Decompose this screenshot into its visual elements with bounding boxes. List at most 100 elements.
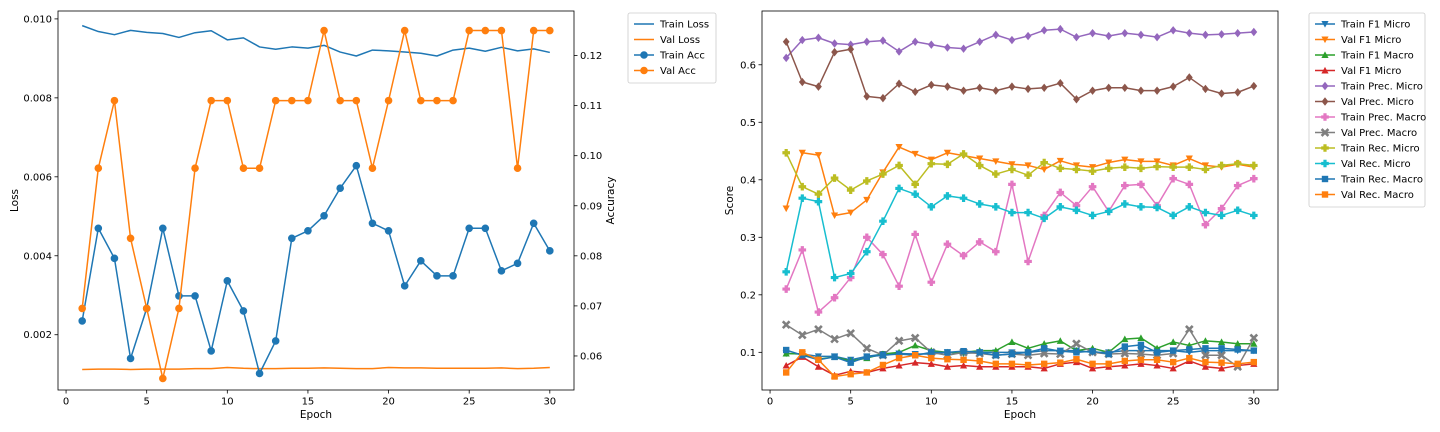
data-point [959,194,968,202]
data-point [895,161,903,170]
data-point [207,347,215,355]
data-point [1072,165,1081,174]
data-point [894,336,904,346]
data-point [352,96,361,105]
data-point [1121,335,1129,343]
series-line [81,164,551,375]
data-point [433,96,441,105]
series-val-acc [78,26,554,383]
data-point [1089,360,1096,368]
data-point [782,37,790,46]
data-point [175,304,183,313]
data-point [288,96,296,105]
data-point [1105,31,1113,41]
data-point [1185,28,1193,38]
data-point [943,160,952,169]
y-axis-label: Score [724,186,736,215]
data-point [1008,338,1016,345]
data-point [863,92,871,101]
data-point [1040,360,1048,368]
data-point [927,40,935,49]
data-point [1121,28,1129,38]
x-tick-label: 30 [543,397,556,408]
data-point [1137,347,1145,355]
data-point [911,87,919,97]
data-point [513,259,522,268]
data-point [1234,340,1242,347]
data-point [879,361,887,369]
data-point [1008,82,1016,91]
data-point [1185,163,1194,171]
data-point [863,37,871,46]
legend-marker [640,51,648,59]
data-point [1024,349,1032,356]
legend-marker [1320,128,1330,137]
legend: Train Loss Val Loss Train Acc Val Acc [627,12,717,84]
data-point [1136,349,1146,359]
data-point [1024,257,1032,266]
y2-tick-label: 0.12 [580,51,602,62]
y-tick-label: 0.010 [23,14,52,25]
data-point [1072,339,1081,349]
data-point [497,26,506,35]
data-point [959,251,968,260]
data-point [1073,95,1080,104]
data-point [1073,32,1080,42]
data-point [830,334,839,344]
data-point [1153,158,1161,165]
data-point [895,144,903,151]
data-point [992,86,1000,95]
data-point [847,40,855,49]
data-point [830,174,839,182]
data-point [1024,162,1032,170]
data-point [895,354,903,362]
data-point [1250,211,1258,220]
data-point [1137,30,1145,40]
data-point [1024,31,1032,41]
data-point [94,224,103,233]
data-point [1185,180,1194,189]
data-point [352,161,361,170]
data-point [847,359,854,366]
data-point [1057,347,1064,355]
data-point [1153,356,1161,364]
chart-2: 0 5 10 15 20 25 30 0.1 0.2 0.3 0.4 0.5 0.6 Epoch Score… [724,10,1426,421]
data-point [895,361,903,369]
data-point [1186,354,1193,362]
data-point [992,170,1000,178]
data-point [895,282,903,290]
data-point [126,234,135,243]
data-point [831,47,838,57]
data-point [304,96,312,105]
y-tick-label: 0.1 [740,348,756,359]
y-tick-label: 0.006 [23,172,52,183]
legend-label: Train Prec. Micro [1340,82,1423,93]
legend-label: Train Acc [659,51,705,62]
y-tick-label: 0.6 [740,60,756,71]
data-point [1040,345,1048,352]
data-point [1073,356,1080,363]
data-point [223,277,232,285]
data-point [1234,28,1242,38]
data-point [1184,325,1194,334]
y2-tick-label: 0.09 [580,201,602,212]
data-point [960,356,967,364]
data-point [976,155,984,163]
data-point [1234,88,1242,97]
data-point [960,86,967,95]
data-point [1040,166,1048,174]
data-point [1057,359,1064,366]
data-point [1040,214,1048,223]
data-point [928,354,935,362]
x-tick-label: 0 [767,397,773,408]
data-point [1121,156,1129,164]
data-point [1137,86,1145,95]
data-point [1250,81,1258,91]
data-point [1121,361,1129,369]
data-point [798,182,807,191]
data-point [1089,28,1096,38]
legend-item: Train Prec. Macro [1315,113,1426,124]
data-point [207,96,215,105]
data-point [959,361,968,369]
series-val-prec-micro [782,37,1258,104]
